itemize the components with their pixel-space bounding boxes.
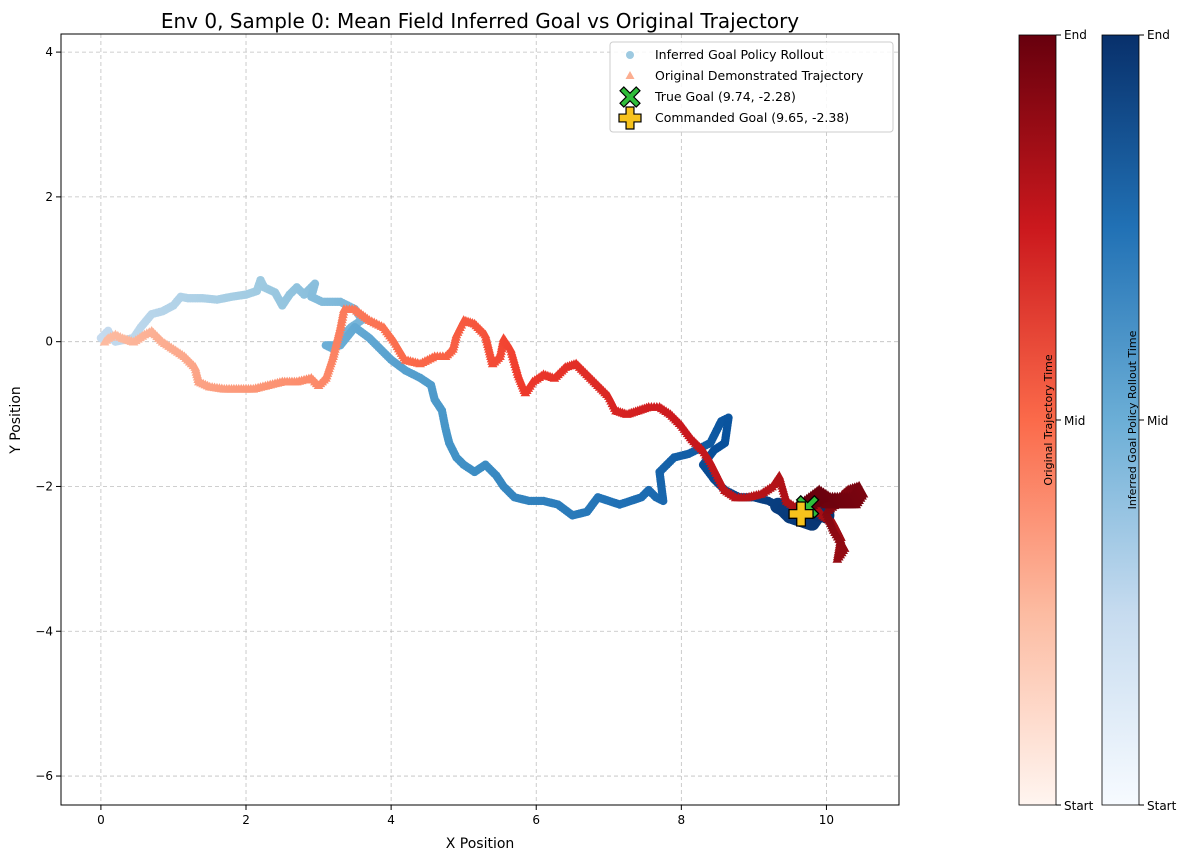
y-tick-label: −4 xyxy=(35,624,53,638)
legend-rollout-marker xyxy=(626,51,634,59)
legend-commanded-goal-shape xyxy=(618,106,642,130)
x-axis-ticks: 0 2 4 6 8 10 xyxy=(97,805,834,827)
x-axis-label: X Position xyxy=(446,836,515,852)
chart-title: Env 0, Sample 0: Mean Field Inferred Goa… xyxy=(161,9,799,33)
y-tick-label: 2 xyxy=(45,190,53,204)
legend-original-marker xyxy=(625,71,635,79)
legend-true-goal-marker xyxy=(619,86,641,108)
legend-original-label: Original Demonstrated Trajectory xyxy=(655,68,864,83)
colorbar-rollout-mid-label: Mid xyxy=(1147,414,1168,428)
colorbar-original-start-label: Start xyxy=(1064,799,1094,813)
colorbar-rollout-label: Inferred Goal Policy Rollout Time xyxy=(1126,330,1139,509)
colorbar-rollout-gradient xyxy=(1101,34,1140,806)
legend-box xyxy=(609,41,894,133)
legend-true-goal-shape xyxy=(619,86,641,108)
colorbar-rollout: End Mid Start Inferred Goal Policy Rollo… xyxy=(1101,28,1177,813)
colorbar-original-mid-label: Mid xyxy=(1064,414,1085,428)
colorbar-original: End Mid Start Original Trajectory Time xyxy=(1018,28,1094,813)
y-tick-label: 0 xyxy=(45,335,53,349)
legend-rollout-label: Inferred Goal Policy Rollout xyxy=(655,47,824,62)
x-tick-label: 2 xyxy=(242,813,250,827)
colorbar-rollout-end-label: End xyxy=(1147,28,1170,42)
plot-frame xyxy=(60,33,900,806)
y-axis-ticks: −6 −4 −2 0 2 4 xyxy=(35,45,61,783)
colorbar-original-label: Original Trajectory Time xyxy=(1042,354,1055,486)
y-tick-label: −2 xyxy=(35,479,53,493)
x-tick-label: 6 xyxy=(532,813,540,827)
grid-lines xyxy=(61,34,899,805)
x-tick-label: 8 xyxy=(678,813,686,827)
y-tick-label: 4 xyxy=(45,45,53,59)
y-tick-label: −6 xyxy=(35,769,53,783)
x-tick-label: 0 xyxy=(97,813,105,827)
legend-true-goal-label: True Goal (9.74, -2.28) xyxy=(654,89,796,104)
x-tick-label: 4 xyxy=(387,813,395,827)
goal-markers xyxy=(788,494,820,527)
x-tick-label: 10 xyxy=(819,813,834,827)
legend-commanded-goal-marker xyxy=(618,106,642,130)
colorbar-rollout-start-label: Start xyxy=(1147,799,1177,813)
y-axis-label: Y Position xyxy=(8,386,24,455)
colorbar-original-gradient xyxy=(1018,34,1057,806)
colorbar-original-end-label: End xyxy=(1064,28,1087,42)
legend-commanded-goal-label: Commanded Goal (9.65, -2.38) xyxy=(655,110,849,125)
plot-marks xyxy=(96,275,869,563)
commanded-goal-marker xyxy=(788,501,814,527)
legend: Inferred Goal Policy Rollout Original De… xyxy=(609,41,894,133)
